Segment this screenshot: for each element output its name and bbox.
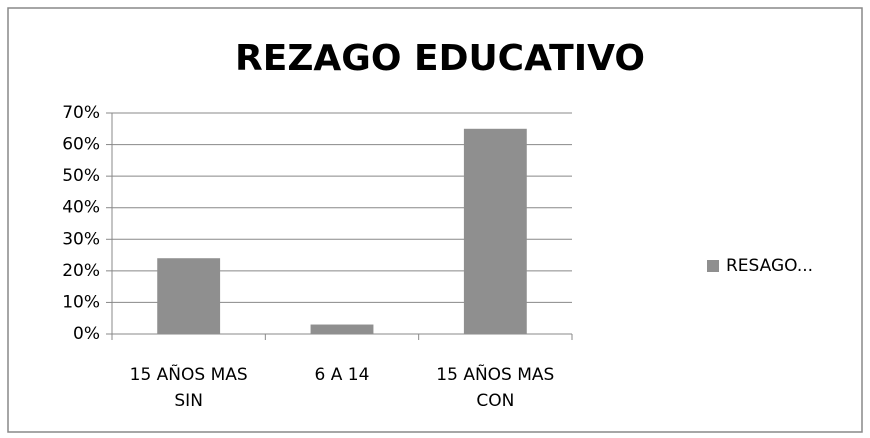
y-tick-label: 50% xyxy=(62,166,100,186)
y-tick-label: 40% xyxy=(62,198,100,218)
chart-border xyxy=(7,7,863,433)
legend-label: RESAGO... xyxy=(726,256,813,276)
x-tick-label: 6 A 14 xyxy=(314,365,370,385)
y-tick-label: 70% xyxy=(62,103,100,123)
y-tick-label: 0% xyxy=(73,324,100,344)
y-tick-label: 30% xyxy=(62,229,100,249)
y-tick-label: 20% xyxy=(62,261,100,281)
legend-swatch xyxy=(707,260,719,272)
y-tick-label: 60% xyxy=(62,135,100,155)
x-tick-label: 15 AÑOS MAS SIN xyxy=(129,365,248,411)
y-tick-label: 10% xyxy=(62,292,100,312)
x-tick-label: 15 AÑOS MAS CON xyxy=(436,365,555,411)
chart-title: REZAGO EDUCATIVO xyxy=(235,38,645,79)
bar xyxy=(463,128,527,334)
bar xyxy=(310,324,374,334)
bar xyxy=(157,258,221,334)
